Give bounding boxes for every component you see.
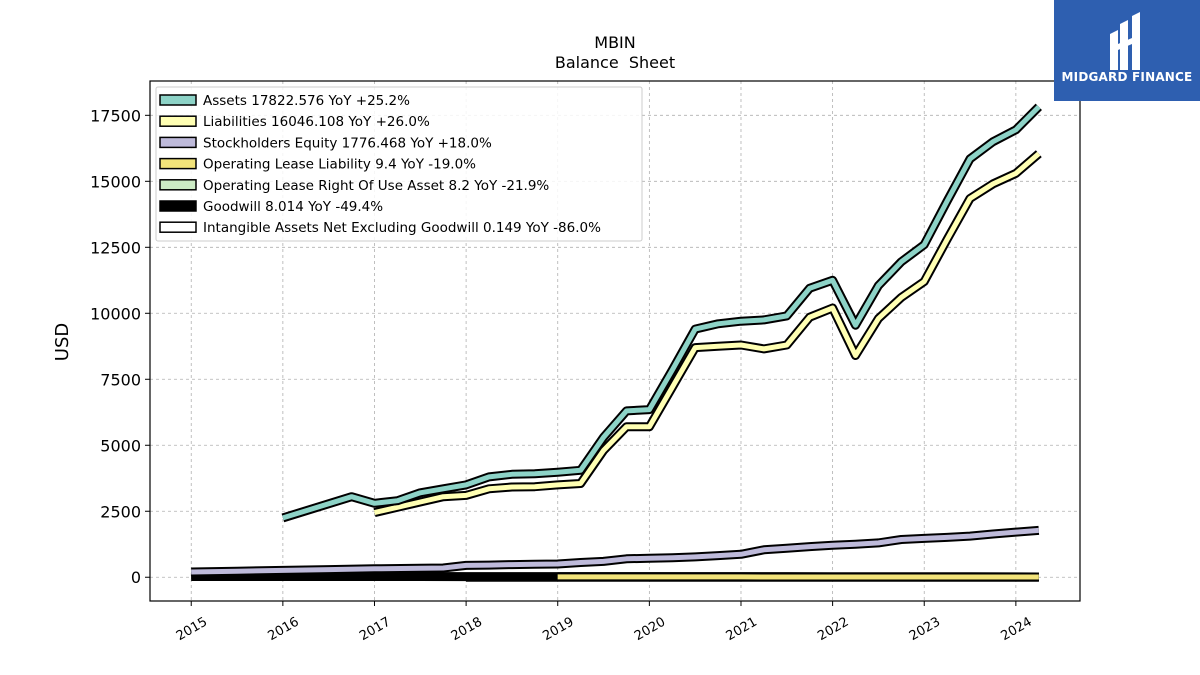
legend-swatch [159,115,197,127]
series-layer [191,103,1042,582]
x-tick-label: 2015 [174,615,210,645]
y-tick-label: 7500 [100,370,141,389]
series-2 [191,525,1040,577]
legend: Assets 17822.576 YoY +25.2% Liabilities 1… [155,86,643,242]
legend-label: Assets 17822.576 YoY +25.2% [203,93,410,109]
legend-label: Operating Lease Liability 9.4 YoY -19.0% [203,157,476,173]
plot-frame [149,80,1081,602]
chart-subtitle: Balance Sheet [555,53,675,72]
series-0 [281,103,1042,523]
brand-logo: MIDGARD FINANCE [1054,0,1200,101]
x-tick-label: 2020 [632,615,668,645]
series-line [282,105,1041,521]
x-tick-label: 2024 [999,615,1035,645]
logo-text: MIDGARD FINANCE [1061,70,1193,84]
y-tick-label: 5000 [100,436,141,455]
series-line [191,527,1039,575]
chart-title: MBIN [594,33,635,52]
legend-swatch [159,136,197,149]
y-tick-label: 0 [131,568,141,587]
legend-swatch [159,179,197,191]
logo-mark-icon [1110,12,1140,70]
y-tick-label: 10000 [90,304,141,323]
x-tick-label: 2018 [449,615,485,645]
y-tick-label: 17500 [90,106,141,125]
series-1 [373,150,1042,517]
y-axis-label: USD [52,323,73,361]
x-tick-label: 2016 [266,615,302,645]
legend-label: Goodwill 8.014 YoY -49.4% [203,199,383,215]
legend-label: Stockholders Equity 1776.468 YoY +18.0% [203,135,492,151]
legend-label: Liabilities 16046.108 YoY +26.0% [203,114,430,130]
y-tick-label: 12500 [90,238,141,257]
x-tick-label: 2022 [815,615,851,645]
x-tick-label: 2017 [357,615,393,645]
y-tick-label: 2500 [100,502,141,521]
legend-swatch [159,200,197,212]
x-tick-label: 2023 [907,615,943,645]
legend-label: Intangible Assets Net Excluding Goodwill… [203,220,601,236]
series-line [373,151,1041,516]
legend-swatch [159,221,197,233]
legend-box [155,86,643,242]
x-tick-label: 2021 [724,615,760,645]
grid [150,81,1080,601]
x-tick-label: 2019 [540,615,576,645]
y-tick-label: 15000 [90,172,141,191]
legend-label: Operating Lease Right Of Use Asset 8.2 Y… [203,178,549,194]
legend-swatch [159,157,197,170]
legend-swatch [159,94,197,106]
